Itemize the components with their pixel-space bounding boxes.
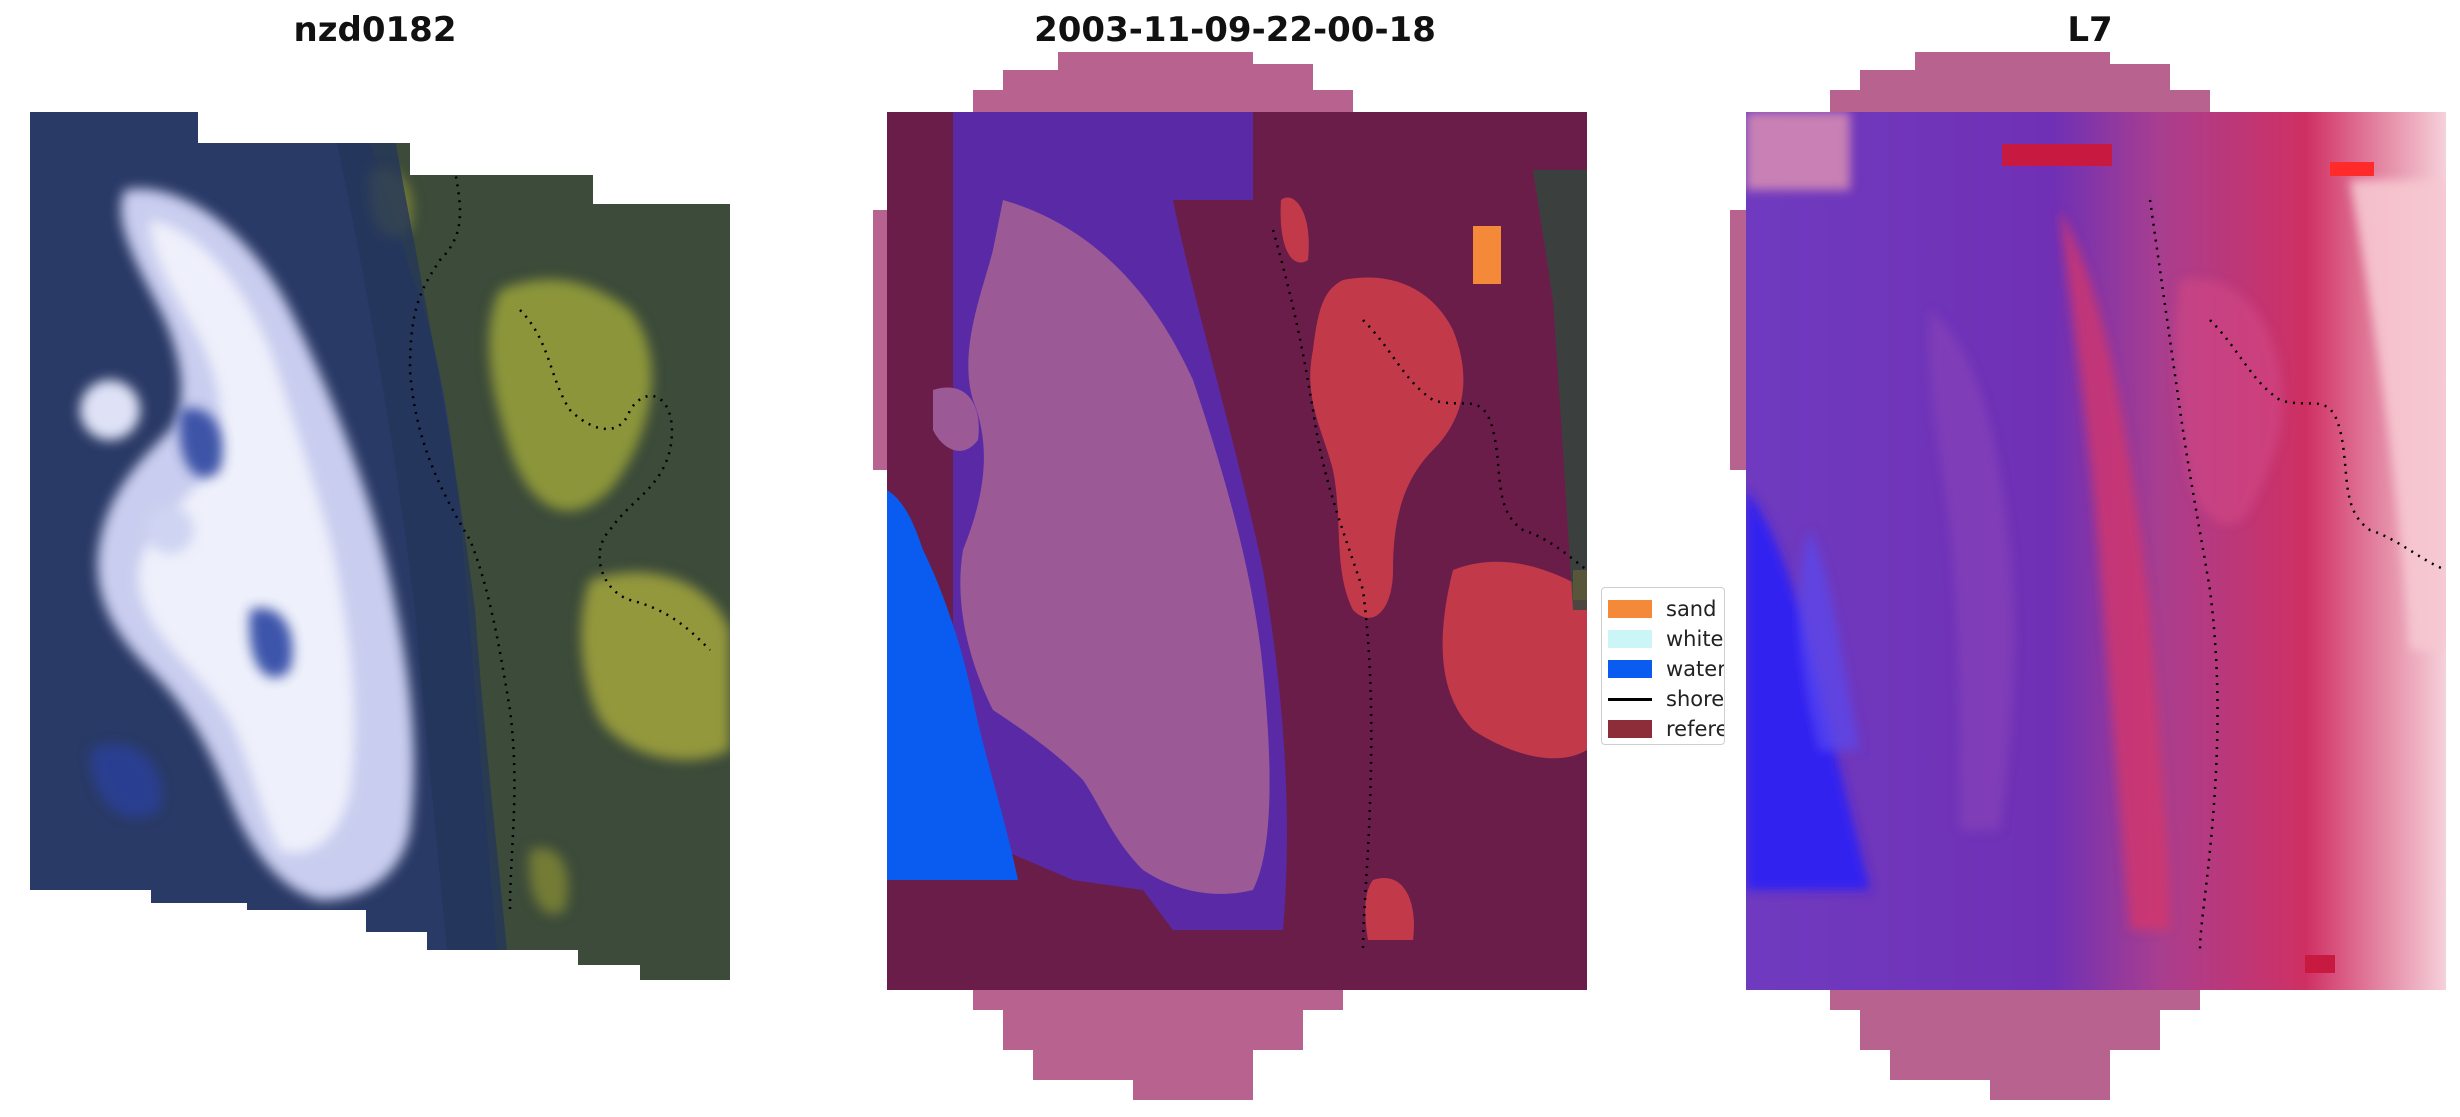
- legend-swatch-reference: [1608, 720, 1652, 738]
- rgb-image-content: [30, 112, 730, 980]
- index-image: [1730, 50, 2450, 1105]
- legend-swatch-water: [1608, 660, 1652, 678]
- legend-line-shoreline: [1608, 697, 1652, 701]
- legend-swatch-sand: [1608, 600, 1652, 618]
- legend-item-water: water: [1608, 654, 1724, 684]
- index-content: [1746, 112, 2446, 990]
- legend-label: shoreline: [1666, 687, 1725, 711]
- legend-label: sand: [1666, 597, 1717, 621]
- panel-title-index: L7: [2067, 10, 2113, 50]
- classification-content: [887, 112, 1587, 990]
- legend-swatch-whitewater: [1608, 630, 1652, 648]
- legend-item-shoreline: shoreline: [1608, 684, 1724, 714]
- legend-item-reference: reference: [1608, 714, 1724, 744]
- legend-label: water: [1666, 657, 1725, 681]
- panel-title-rgb: nzd0182: [293, 10, 457, 50]
- panel-title-classification: 2003-11-09-22-00-18: [1034, 10, 1436, 50]
- legend-label: reference: [1666, 717, 1724, 741]
- rgb-satellite-image: [30, 110, 730, 985]
- legend-item-sand: sand: [1608, 594, 1724, 624]
- classification-overlay-image: [873, 50, 1593, 1105]
